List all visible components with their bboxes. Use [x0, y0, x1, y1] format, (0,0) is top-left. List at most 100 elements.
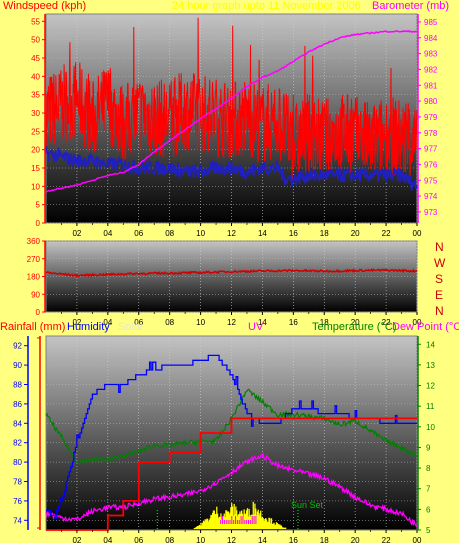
direction-tick-label: 270 [27, 255, 41, 264]
windspeed-tick-label: 5 [36, 201, 41, 210]
wind-average-series [45, 146, 418, 191]
x-tick-label: 20 [351, 318, 360, 327]
barometer-tick-label: 982 [424, 65, 438, 74]
humidity-tick-label: 92 [13, 342, 22, 351]
direction-label-n-bottom: N [435, 304, 444, 318]
barometer-tick-label: 979 [424, 113, 438, 122]
x-tick-label: 20 [351, 536, 360, 543]
humidity-tick-label: 86 [13, 400, 22, 409]
windspeed-series [45, 17, 418, 181]
humidity-axis-label: Humidity [67, 321, 110, 333]
x-tick-label: 22 [382, 318, 391, 327]
barometer-tick-label: 977 [424, 145, 438, 154]
x-tick-label: 22 [382, 229, 391, 238]
direction-label-s: S [435, 272, 444, 286]
barometer-tick-label: 985 [424, 18, 438, 27]
temperature-tick-label: 7 [426, 485, 431, 494]
barometer-tick-label: 976 [424, 160, 438, 169]
x-tick-label: 12 [227, 318, 236, 327]
barometer-tick-label: 983 [424, 50, 438, 59]
humidity-tick-label: 74 [13, 516, 22, 525]
dewpoint-series [45, 451, 418, 528]
windspeed-tick-label: 25 [31, 127, 40, 136]
humidity-tick-label: 78 [13, 478, 22, 487]
x-tick-label: 04 [103, 318, 112, 327]
humidity-tick-label: 82 [13, 439, 22, 448]
humidity-tick-label: 88 [13, 381, 22, 390]
humidity-tick-label: 76 [13, 497, 22, 506]
humidity-series [46, 354, 417, 520]
x-tick-label: 12 [227, 229, 236, 238]
x-tick-label: 16 [289, 536, 298, 543]
barometer-tick-label: 980 [424, 97, 438, 106]
temperature-tick-label: 13 [426, 361, 435, 370]
barometer-tick-label: 984 [424, 34, 438, 43]
humidity-tick-label: 80 [13, 458, 22, 467]
windspeed-axis-label: Windspeed (kph) [3, 0, 87, 12]
x-tick-label: 08 [165, 318, 174, 327]
x-tick-label: 14 [258, 536, 267, 543]
x-tick-label: 22 [382, 536, 391, 543]
x-tick-label: 00 [413, 536, 422, 543]
direction-tick-label: 180 [27, 273, 41, 282]
solar-axis-label: Solar [118, 321, 144, 333]
temperature-tick-label: 11 [426, 402, 435, 411]
barometer-tick-label: 978 [424, 129, 438, 138]
x-tick-label: 06 [134, 536, 143, 543]
x-tick-label: 12 [227, 536, 236, 543]
temperature-tick-label: 5 [426, 526, 431, 535]
direction-tick-label: 360 [27, 237, 41, 246]
temperature-tick-label: 6 [426, 505, 431, 514]
x-tick-label: 10 [196, 318, 205, 327]
barometer-axis-label: Barometer (mb) [372, 0, 450, 12]
direction-label-n-top: N [435, 240, 444, 254]
x-tick-label: 06 [134, 229, 143, 238]
x-tick-label: 08 [165, 229, 174, 238]
temperature-tick-label: 9 [426, 443, 431, 452]
x-tick-label: 04 [103, 536, 112, 543]
x-tick-label: 14 [258, 318, 267, 327]
wind-direction-series [45, 268, 418, 278]
x-tick-label: 06 [134, 318, 143, 327]
temperature-tick-label: 14 [426, 340, 435, 349]
humidity-tick-label: 90 [13, 361, 22, 370]
sunset-annotation: Sun Set [291, 500, 324, 510]
x-tick-label: 04 [103, 229, 112, 238]
temperature-axis-label: Temperature (°C) [312, 321, 397, 333]
x-tick-label: 18 [320, 318, 329, 327]
x-tick-label: 00 [413, 229, 422, 238]
direction-tick-label: 90 [31, 290, 40, 299]
rainfall-series [46, 417, 417, 531]
windspeed-tick-label: 0 [36, 219, 41, 228]
windspeed-tick-label: 15 [31, 164, 40, 173]
rainfall-axis-label: Rainfall (mm) [0, 321, 66, 333]
windspeed-tick-label: 20 [31, 146, 40, 155]
x-tick-label: 16 [289, 318, 298, 327]
temperature-tick-label: 12 [426, 382, 435, 391]
barometer-series [45, 29, 418, 193]
x-tick-label: 20 [351, 229, 360, 238]
direction-tick-label: 0 [36, 308, 41, 317]
x-tick-label: 10 [196, 536, 205, 543]
direction-label-w: W [434, 256, 446, 270]
x-tick-label: 16 [289, 229, 298, 238]
x-tick-label: 14 [258, 229, 267, 238]
barometer-tick-label: 973 [424, 208, 438, 217]
x-tick-label: 08 [165, 536, 174, 543]
temperature-tick-label: 10 [426, 423, 435, 432]
uv-axis-label: UV [248, 321, 264, 333]
windspeed-tick-label: 50 [31, 36, 40, 45]
x-tick-label: 02 [72, 318, 81, 327]
windspeed-tick-label: 40 [31, 72, 40, 81]
x-tick-label: 10 [196, 229, 205, 238]
direction-label-e: E [435, 288, 444, 302]
x-tick-label: 18 [320, 229, 329, 238]
x-tick-label: 18 [320, 536, 329, 543]
windspeed-tick-label: 30 [31, 109, 40, 118]
barometer-tick-label: 975 [424, 176, 438, 185]
windspeed-tick-label: 55 [31, 17, 40, 26]
chart-title: 24 hour graph upto 11 November 2006 [172, 0, 361, 12]
humidity-tick-label: 84 [13, 419, 22, 428]
x-tick-label: 02 [72, 536, 81, 543]
